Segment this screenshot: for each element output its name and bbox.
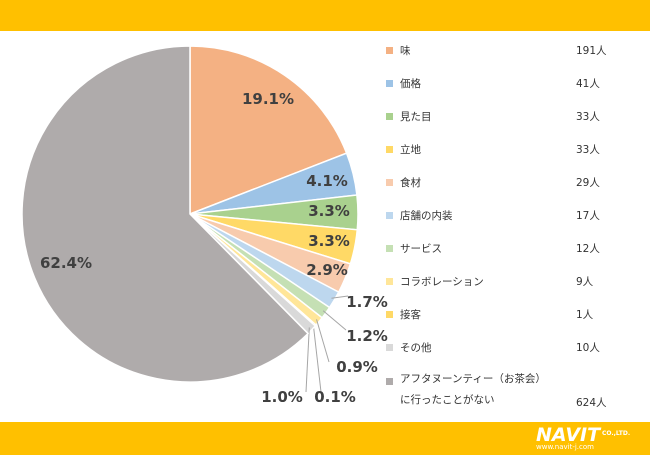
legend-label: 食材 bbox=[400, 177, 421, 189]
logo-url: www.navit-j.com bbox=[536, 443, 594, 451]
legend-swatch bbox=[386, 47, 393, 54]
legend-label: コラボレーション bbox=[400, 276, 484, 288]
logo-suffix: CO.,LTD. bbox=[602, 430, 631, 437]
percent-label: 3.3% bbox=[308, 232, 350, 250]
legend-label: 価格 bbox=[400, 78, 421, 90]
leader-line bbox=[331, 295, 349, 299]
legend-count: 624人 bbox=[576, 397, 607, 409]
percent-label: 19.1% bbox=[242, 90, 294, 108]
percent-label: 62.4% bbox=[40, 254, 92, 272]
legend-count: 1人 bbox=[576, 309, 594, 321]
legend-label: 見た目 bbox=[400, 111, 432, 123]
legend-count: 191人 bbox=[576, 45, 607, 57]
legend-label: 味 bbox=[400, 45, 411, 57]
pie-slice bbox=[21, 45, 310, 383]
legend-label: 接客 bbox=[400, 309, 421, 321]
legend-label: 立地 bbox=[400, 144, 421, 156]
pie-slice bbox=[189, 45, 348, 216]
legend-count: 12人 bbox=[576, 243, 600, 255]
legend-count: 9人 bbox=[576, 276, 594, 288]
percent-label: 2.9% bbox=[306, 261, 348, 279]
legend-label: その他 bbox=[400, 342, 432, 354]
legend-count: 17人 bbox=[576, 210, 600, 222]
legend-swatch bbox=[386, 146, 393, 153]
legend-count: 33人 bbox=[576, 111, 600, 123]
percent-label: 4.1% bbox=[306, 172, 348, 190]
legend-label: サービス bbox=[400, 243, 442, 255]
percent-label: 1.2% bbox=[346, 327, 388, 345]
legend-swatch bbox=[386, 212, 393, 219]
legend-count: 10人 bbox=[576, 342, 600, 354]
legend-swatch bbox=[386, 311, 393, 318]
legend-swatch bbox=[386, 113, 393, 120]
leader-line bbox=[322, 310, 347, 331]
legend-count: 33人 bbox=[576, 144, 600, 156]
bottom-band bbox=[0, 422, 650, 455]
logo-name: NAVIT bbox=[536, 424, 601, 446]
leader-line bbox=[305, 327, 310, 393]
leader-line bbox=[316, 319, 330, 363]
percent-label: 0.9% bbox=[336, 358, 378, 376]
percent-label: 1.0% bbox=[261, 388, 303, 406]
legend-swatch bbox=[386, 278, 393, 285]
navit-logo: NAVIT CO.,LTD. www.navit-j.com bbox=[532, 424, 644, 452]
legend-swatch bbox=[386, 179, 393, 186]
percent-label: 3.3% bbox=[308, 202, 350, 220]
legend-swatch bbox=[386, 245, 393, 252]
percent-label: 1.7% bbox=[346, 293, 388, 311]
legend-swatch bbox=[386, 80, 393, 87]
percent-label: 0.1% bbox=[314, 388, 356, 406]
leader-line bbox=[312, 323, 322, 393]
legend-count: 41人 bbox=[576, 78, 600, 90]
legend-swatch bbox=[386, 344, 393, 351]
legend-label: 店舗の内装 bbox=[400, 210, 453, 222]
legend-count: 29人 bbox=[576, 177, 600, 189]
top-band bbox=[0, 0, 650, 31]
legend-label: アフタヌーンティー（お茶会）に行ったことがない bbox=[400, 373, 546, 406]
legend-swatch bbox=[386, 378, 393, 385]
